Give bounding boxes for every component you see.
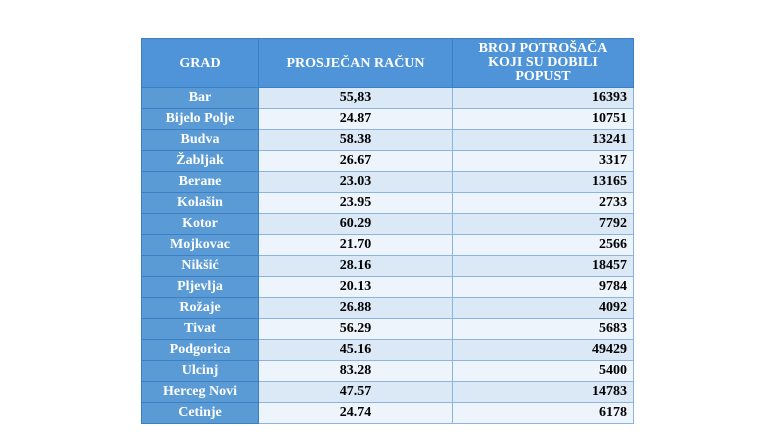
cell-count: 18457	[452, 255, 634, 277]
cell-avg-bill: 20.13	[258, 276, 453, 298]
cell-city: Herceg Novi	[141, 381, 259, 403]
cell-count: 3317	[452, 150, 634, 172]
cell-count: 5400	[452, 360, 634, 382]
cell-count: 13165	[452, 171, 634, 193]
cell-city: Žabljak	[141, 150, 259, 172]
cell-avg-bill: 26.88	[258, 297, 453, 319]
cell-count: 4092	[452, 297, 634, 319]
cell-count: 13241	[452, 129, 634, 151]
cell-avg-bill: 83.28	[258, 360, 453, 382]
cell-avg-bill: 23.95	[258, 192, 453, 214]
cell-city: Rožaje	[141, 297, 259, 319]
table-row: Pljevlja 20.13 9784	[141, 276, 634, 298]
table-row: Berane 23.03 13165	[141, 171, 634, 193]
cell-city: Ulcinj	[141, 360, 259, 382]
table-row: Budva 58.38 13241	[141, 129, 634, 151]
cell-city: Berane	[141, 171, 259, 193]
cell-city: Budva	[141, 129, 259, 151]
cell-avg-bill: 55,83	[258, 87, 453, 109]
cell-city: Pljevlja	[141, 276, 259, 298]
table-row: Nikšić 28.16 18457	[141, 255, 634, 277]
cell-city: Mojkovac	[141, 234, 259, 256]
table-row: Tivat 56.29 5683	[141, 318, 634, 340]
cell-count: 5683	[452, 318, 634, 340]
cell-avg-bill: 24.74	[258, 402, 453, 424]
table-row: Kolašin 23.95 2733	[141, 192, 634, 214]
header-row: GRAD PROSJEČAN RAČUN BROJ POTROŠAČA KOJI…	[141, 38, 634, 88]
cell-avg-bill: 56.29	[258, 318, 453, 340]
cell-city: Cetinje	[141, 402, 259, 424]
table-row: Žabljak 26.67 3317	[141, 150, 634, 172]
cell-count: 10751	[452, 108, 634, 130]
header-city: GRAD	[141, 38, 259, 88]
city-bill-table: GRAD PROSJEČAN RAČUN BROJ POTROŠAČA KOJI…	[141, 38, 634, 424]
table-row: Cetinje 24.74 6178	[141, 402, 634, 424]
header-discount-count-line3: POPUST	[515, 69, 571, 84]
cell-city: Kolašin	[141, 192, 259, 214]
cell-avg-bill: 26.67	[258, 150, 453, 172]
cell-count: 6178	[452, 402, 634, 424]
table-row: Bar 55,83 16393	[141, 87, 634, 109]
cell-avg-bill: 23.03	[258, 171, 453, 193]
table-row: Kotor 60.29 7792	[141, 213, 634, 235]
cell-count: 9784	[452, 276, 634, 298]
header-discount-count-line2: KOJI SU DOBILI	[488, 55, 598, 70]
cell-count: 14783	[452, 381, 634, 403]
header-discount-count-line1: BROJ POTROŠAČA	[478, 41, 608, 56]
table-body: Bar 55,83 16393 Bijelo Polje 24.87 10751 Bud…	[141, 87, 634, 424]
cell-avg-bill: 28.16	[258, 255, 453, 277]
cell-avg-bill: 24.87	[258, 108, 453, 130]
table-row: Rožaje 26.88 4092	[141, 297, 634, 319]
table-header: GRAD PROSJEČAN RAČUN BROJ POTROŠAČA KOJI…	[141, 38, 634, 88]
cell-avg-bill: 58.38	[258, 129, 453, 151]
table-row: Ulcinj 83.28 5400	[141, 360, 634, 382]
cell-count: 7792	[452, 213, 634, 235]
table-row: Podgorica 45.16 49429	[141, 339, 634, 361]
cell-city: Bar	[141, 87, 259, 109]
cell-city: Nikšić	[141, 255, 259, 277]
cell-avg-bill: 47.57	[258, 381, 453, 403]
table-row: Mojkovac 21.70 2566	[141, 234, 634, 256]
cell-city: Podgorica	[141, 339, 259, 361]
cell-avg-bill: 21.70	[258, 234, 453, 256]
header-discount-count: BROJ POTROŠAČA KOJI SU DOBILI POPUST	[452, 38, 634, 88]
header-avg-bill: PROSJEČAN RAČUN	[258, 38, 453, 88]
data-table-container: GRAD PROSJEČAN RAČUN BROJ POTROŠAČA KOJI…	[141, 38, 634, 424]
cell-city: Tivat	[141, 318, 259, 340]
cell-avg-bill: 45.16	[258, 339, 453, 361]
cell-count: 2566	[452, 234, 634, 256]
table-row: Herceg Novi 47.57 14783	[141, 381, 634, 403]
cell-city: Kotor	[141, 213, 259, 235]
cell-count: 49429	[452, 339, 634, 361]
table-row: Bijelo Polje 24.87 10751	[141, 108, 634, 130]
cell-count: 2733	[452, 192, 634, 214]
cell-avg-bill: 60.29	[258, 213, 453, 235]
cell-count: 16393	[452, 87, 634, 109]
cell-city: Bijelo Polje	[141, 108, 259, 130]
